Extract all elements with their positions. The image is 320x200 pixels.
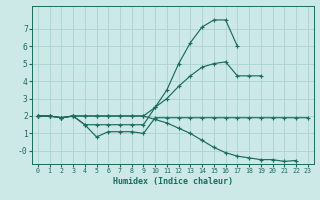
X-axis label: Humidex (Indice chaleur): Humidex (Indice chaleur) bbox=[113, 177, 233, 186]
